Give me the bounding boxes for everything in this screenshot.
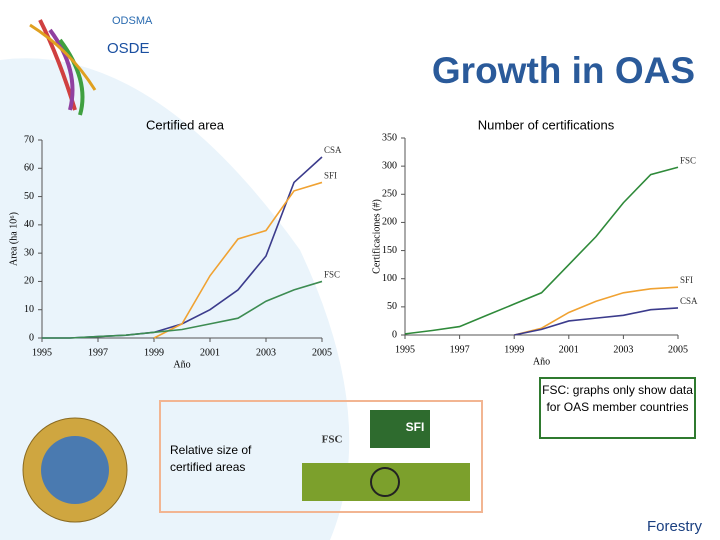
y-tick-label: 300 xyxy=(382,160,397,171)
series-label: CSA xyxy=(324,145,342,155)
x-tick-label: 2001 xyxy=(200,347,220,358)
oas-seal-center xyxy=(41,436,109,504)
sfi-logo xyxy=(370,410,430,448)
x-tick-label: 2003 xyxy=(613,344,633,355)
y-tick-label: 50 xyxy=(387,301,397,312)
sfi-logo-text: SFI xyxy=(406,420,425,434)
csa-seal xyxy=(370,467,400,497)
x-tick-label: 1997 xyxy=(88,347,108,358)
fsc-logo: FSC xyxy=(322,434,343,446)
x-tick-label: 1995 xyxy=(395,344,415,355)
logo-stroke xyxy=(58,38,85,116)
logo-stroke xyxy=(29,23,97,91)
note: FSC: graphs only show data for OAS membe… xyxy=(542,383,693,414)
x-axis-label: Año xyxy=(533,356,550,367)
y-tick-label: 50 xyxy=(24,191,34,202)
x-tick-label: 1999 xyxy=(504,344,524,355)
y-tick-label: 350 xyxy=(382,132,397,143)
footer: Forestry xyxy=(646,518,702,535)
unit: OSDE xyxy=(107,40,150,57)
x-tick-label: 2005 xyxy=(668,344,688,355)
y-tick-label: 30 xyxy=(24,247,34,258)
note-box xyxy=(539,377,696,439)
y-tick-label: 0 xyxy=(29,332,34,343)
series-line xyxy=(404,166,679,335)
slide-title: Growth in OAS xyxy=(431,50,695,91)
series-label: SFI xyxy=(680,275,693,285)
chart-title: Certified area xyxy=(146,117,225,132)
y-tick-label: 100 xyxy=(382,273,397,284)
relative-caption: Relative size of certified areas xyxy=(170,443,252,474)
y-tick-label: 200 xyxy=(382,217,397,228)
y-axis-label: Certificaciones (#) xyxy=(371,199,382,274)
y-tick-label: 0 xyxy=(392,329,397,340)
y-axis-label: Area (ha 10⁶) xyxy=(8,212,19,266)
series-label: CSA xyxy=(680,296,698,306)
x-tick-label: 1999 xyxy=(144,347,164,358)
x-axis-label: Año xyxy=(173,359,190,370)
series-line xyxy=(514,286,679,336)
y-tick-label: 10 xyxy=(24,304,34,315)
y-tick-label: 70 xyxy=(24,134,34,145)
org: ODSMA xyxy=(112,15,153,27)
series-line xyxy=(514,307,679,336)
series-label: FSC xyxy=(680,155,696,165)
y-tick-label: 60 xyxy=(24,163,34,174)
relative-box xyxy=(159,400,483,513)
x-tick-label: 2001 xyxy=(559,344,579,355)
series-label: FSC xyxy=(324,269,340,279)
x-tick-label: 1997 xyxy=(450,344,470,355)
series-line xyxy=(153,181,323,339)
y-tick-label: 20 xyxy=(24,276,34,287)
x-tick-label: 2005 xyxy=(312,347,332,358)
series-label: SFI xyxy=(324,170,337,180)
csa-logo xyxy=(302,463,470,501)
x-tick-label: 2003 xyxy=(256,347,276,358)
chart-title: Number of certifications xyxy=(478,117,615,132)
logo-stroke xyxy=(48,28,75,111)
series-line xyxy=(42,280,323,339)
y-tick-label: 40 xyxy=(24,219,34,230)
y-tick-label: 150 xyxy=(382,245,397,256)
y-tick-label: 250 xyxy=(382,189,397,200)
x-tick-label: 1995 xyxy=(32,347,52,358)
